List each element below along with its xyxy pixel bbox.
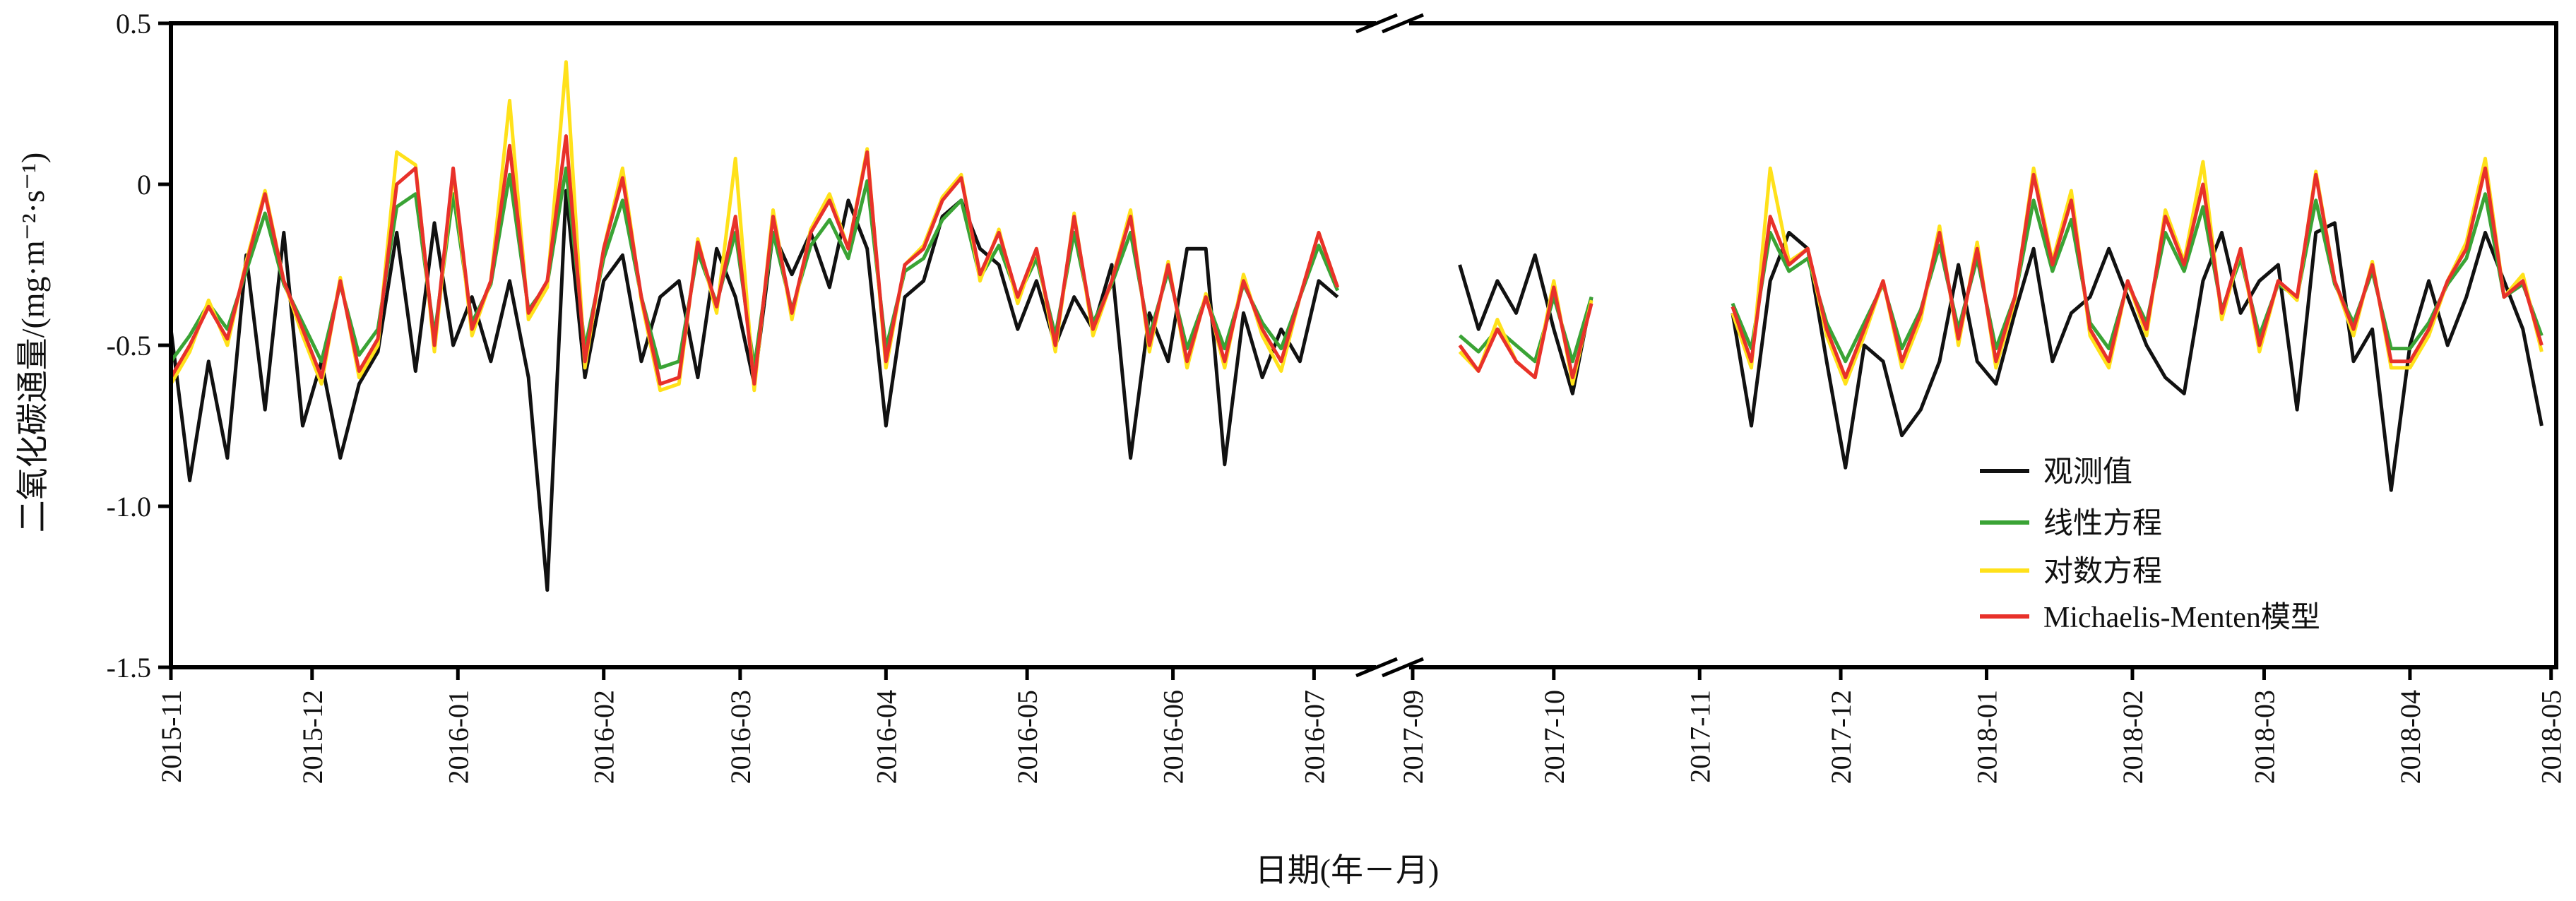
y-tick-label: -1.5	[107, 652, 151, 684]
axis-break-mark	[1355, 13, 1398, 34]
y-tick-label: -0.5	[107, 330, 151, 362]
series-line-log-segment-2	[1731, 157, 2544, 386]
axis-break-mark	[1382, 13, 1424, 34]
x-axis-title: 日期(年－月)	[1255, 852, 1440, 888]
series-line-observed-segment-1	[1458, 253, 1593, 395]
axis-break-mark	[1355, 657, 1398, 678]
legend-label-log: 对数方程	[2043, 556, 2162, 588]
series-line-linear-segment-0	[169, 166, 1340, 370]
series-line-linear-segment-2	[1731, 192, 2544, 364]
axis-break-mark	[1382, 657, 1424, 678]
series-line-mm-segment-0	[169, 134, 1340, 386]
x-tick-label: 2016-04	[870, 690, 902, 784]
x-tick-label: 2016-02	[588, 690, 620, 784]
y-axis-title: 二氧化碳通量/(mg·m⁻²·s⁻¹)	[15, 153, 51, 533]
x-tick-label: 2017-10	[1538, 690, 1570, 784]
x-tick-label: 2015-11	[155, 690, 187, 783]
y-tick-label: -1.0	[107, 491, 151, 523]
series-line-linear-segment-1	[1458, 295, 1593, 364]
series-line-log-segment-0	[169, 60, 1340, 393]
x-tick-label: 2016-06	[1158, 690, 1189, 784]
x-tick-label: 2016-07	[1298, 690, 1330, 784]
x-tick-label: 2018-01	[1971, 690, 2003, 784]
x-tick-label: 2018-02	[2117, 690, 2149, 784]
x-tick-label: 2016-05	[1011, 690, 1043, 784]
x-tick-label: 2015-12	[297, 690, 328, 784]
x-tick-label: 2018-03	[2248, 690, 2280, 784]
series-line-mm-segment-2	[1731, 166, 2544, 380]
x-tick-label: 2017-11	[1684, 690, 1716, 783]
x-tick-label: 2017-12	[1825, 690, 1857, 784]
x-tick-label: 2017-09	[1397, 690, 1429, 784]
series-layer	[169, 60, 2544, 592]
legend-label-linear: 线性方程	[2043, 508, 2162, 540]
x-tick-label: 2016-01	[442, 690, 474, 784]
x-tick-label: 2016-03	[725, 690, 756, 784]
legend-label-mm: Michaelis-Menten模型	[2043, 602, 2320, 634]
series-line-mm-segment-1	[1458, 285, 1593, 380]
plot-frame	[169, 21, 2558, 669]
y-tick-label: 0.5	[116, 8, 151, 40]
y-tick-label: 0	[137, 169, 151, 201]
x-tick-label: 2018-04	[2394, 690, 2426, 784]
x-tick-label: 2018-05	[2536, 690, 2568, 784]
legend-label-observed: 观测值	[2043, 456, 2132, 489]
